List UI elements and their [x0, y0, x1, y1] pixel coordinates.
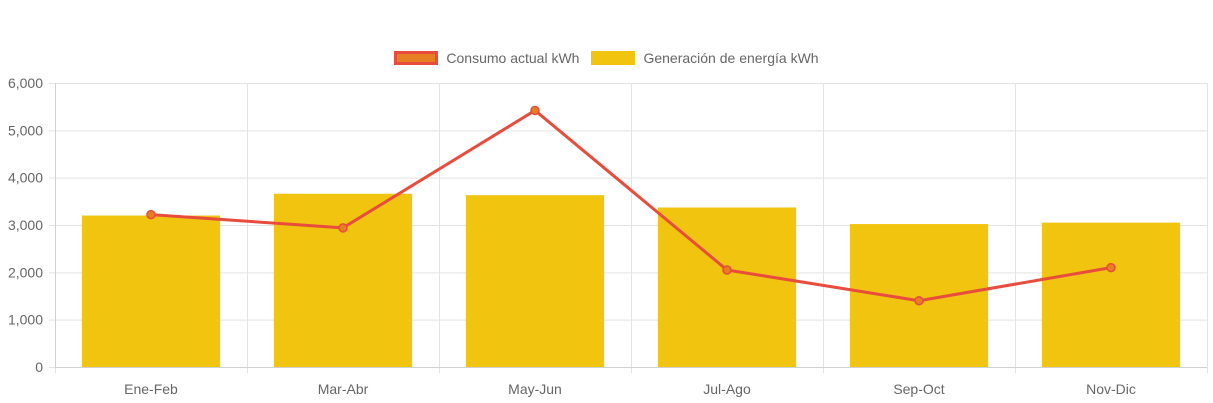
- chart-legend: Consumo actual kWh Generación de energía…: [0, 50, 1213, 66]
- point-consumo: [146, 209, 156, 220]
- bar-generacion: [1041, 222, 1181, 367]
- point-consumo: [530, 105, 540, 116]
- bar-generacion: [465, 195, 605, 367]
- y-tick-label: 5,000: [8, 122, 43, 138]
- y-tick-label: 3,000: [8, 217, 43, 233]
- legend-swatch-generacion: [591, 51, 636, 65]
- x-tick-label: Sep-Oct: [893, 381, 944, 397]
- y-tick-label: 2,000: [8, 264, 43, 280]
- legend-item-generacion[interactable]: Generación de energía kWh: [591, 50, 819, 66]
- x-tick-label: Nov-Dic: [1086, 381, 1136, 397]
- x-tick-label: Mar-Abr: [318, 381, 369, 397]
- point-consumo: [1106, 262, 1116, 273]
- y-tick-label: 4,000: [8, 170, 43, 186]
- point-consumo: [338, 223, 348, 233]
- bar-generacion: [81, 215, 221, 367]
- y-tick-label: 6,000: [8, 75, 43, 91]
- x-tick-label: Jul-Ago: [703, 381, 751, 397]
- bar-generacion: [657, 207, 797, 367]
- legend-label-generacion: Generación de energía kWh: [643, 50, 819, 66]
- point-consumo: [914, 295, 924, 306]
- y-tick-label: 1,000: [8, 312, 43, 328]
- legend-swatch-consumo: [394, 51, 439, 65]
- y-tick-label: 0: [35, 359, 43, 375]
- x-tick-label: Ene-Feb: [124, 381, 178, 397]
- point-consumo: [722, 265, 732, 275]
- x-tick-label: May-Jun: [508, 381, 562, 397]
- bar-generacion: [273, 193, 413, 367]
- legend-item-consumo[interactable]: Consumo actual kWh: [394, 50, 579, 66]
- legend-label-consumo: Consumo actual kWh: [446, 50, 580, 66]
- bar-generacion: [849, 224, 989, 367]
- line-consumo: [150, 108, 1112, 303]
